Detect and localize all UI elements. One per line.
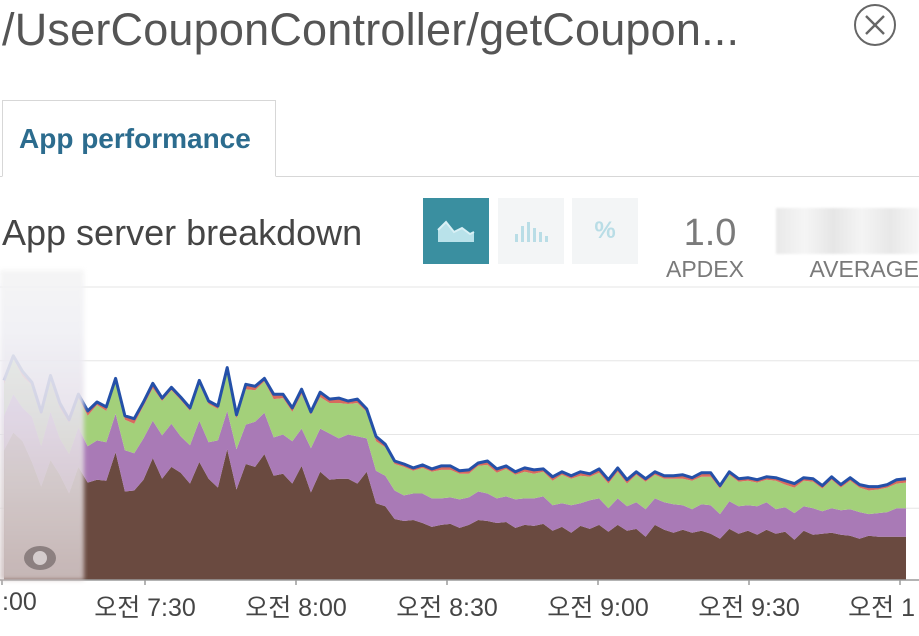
close-button[interactable] bbox=[854, 4, 896, 46]
tab-label: App performance bbox=[19, 122, 251, 154]
series-area-1 bbox=[4, 394, 906, 540]
apdex-value: 1.0 bbox=[683, 212, 737, 254]
total-outline-line bbox=[2, 354, 907, 489]
x-tick-label: 오전 7:30 bbox=[94, 594, 196, 622]
x-tick-label: 오전 1 bbox=[848, 594, 915, 622]
area-chart-icon bbox=[437, 220, 475, 242]
tab-bar-divider bbox=[0, 176, 919, 177]
eye-icon bbox=[24, 546, 56, 570]
percent-view-button[interactable]: % bbox=[572, 198, 638, 264]
series-area-0 bbox=[4, 432, 906, 580]
x-tick-label: 오전 9:30 bbox=[698, 594, 800, 622]
tab-app-performance[interactable]: App performance bbox=[2, 100, 276, 177]
average-value-redacted bbox=[776, 208, 919, 254]
average-label: AVERAGE bbox=[809, 256, 919, 282]
section-title: App server breakdown bbox=[2, 212, 363, 253]
series-area-2 bbox=[4, 358, 906, 515]
chart-redacted-overlay bbox=[0, 270, 84, 580]
x-tick-label: 오전 8:00 bbox=[245, 594, 347, 622]
x-tick-label: 오전 8:30 bbox=[396, 594, 498, 622]
histogram-icon bbox=[515, 222, 548, 242]
page-title: /UserCouponController/getCoupon... bbox=[2, 4, 740, 55]
percent-icon: % bbox=[594, 217, 616, 244]
x-tick-label: 오전 9:00 bbox=[547, 594, 649, 622]
close-circle-icon bbox=[865, 15, 885, 35]
histogram-view-button[interactable] bbox=[498, 198, 564, 264]
apdex-label: APDEX bbox=[666, 256, 744, 282]
area-chart-view-button[interactable] bbox=[423, 198, 489, 264]
app-server-breakdown-chart bbox=[0, 286, 919, 585]
x-tick-label: :00 bbox=[2, 588, 37, 616]
